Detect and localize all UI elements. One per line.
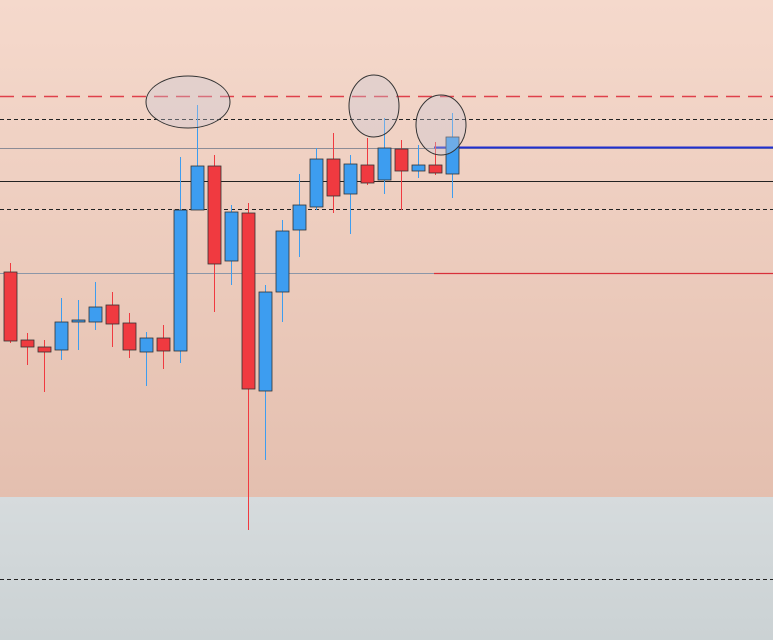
candle-body bbox=[190, 165, 205, 211]
candle-body bbox=[20, 339, 35, 348]
candle-body bbox=[241, 212, 256, 390]
candle-body bbox=[343, 163, 358, 195]
candle-body bbox=[428, 164, 443, 174]
candle-body bbox=[377, 147, 392, 181]
candle-body bbox=[309, 158, 324, 208]
candle-body bbox=[3, 271, 18, 342]
candle-body bbox=[292, 204, 307, 231]
candle-body bbox=[88, 306, 103, 323]
candle-body bbox=[37, 346, 52, 353]
candle-body bbox=[207, 165, 222, 265]
candle-body bbox=[71, 319, 86, 323]
upper-zone bbox=[0, 0, 773, 497]
candle-body bbox=[156, 337, 171, 352]
candle-body bbox=[360, 164, 375, 184]
candle-body bbox=[394, 148, 409, 172]
highlight-circle bbox=[348, 74, 400, 138]
highlight-circle bbox=[415, 94, 467, 156]
candle-body bbox=[54, 321, 69, 351]
lower-zone bbox=[0, 497, 773, 640]
candle-body bbox=[139, 337, 154, 353]
candle-body bbox=[445, 136, 460, 175]
candle-body bbox=[105, 304, 120, 325]
candle-body bbox=[122, 322, 137, 351]
candle-body bbox=[173, 209, 188, 352]
highlight-circle bbox=[145, 75, 231, 129]
candle-body bbox=[411, 164, 426, 172]
candle-body bbox=[326, 158, 341, 197]
candle-body bbox=[224, 211, 239, 262]
candle-body bbox=[258, 291, 273, 392]
candle-body bbox=[275, 230, 290, 293]
